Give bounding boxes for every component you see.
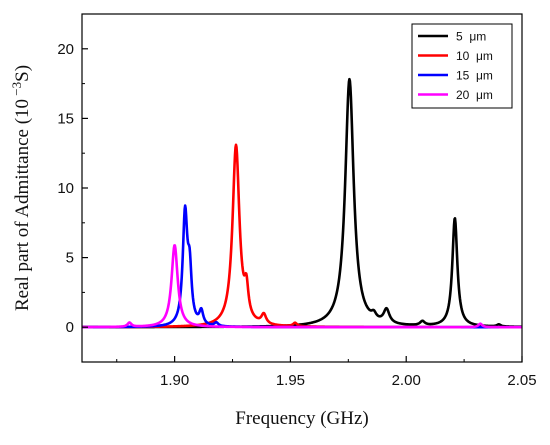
legend-label: 20 μm <box>456 88 493 102</box>
plot-lines <box>81 77 523 329</box>
y-tick-label: 20 <box>57 41 74 58</box>
series-line-4 <box>81 244 523 329</box>
x-axis-label: Frequency (GHz) <box>235 408 368 429</box>
x-tick-label: 2.05 <box>507 372 536 389</box>
x-tick-label: 1.95 <box>276 372 305 389</box>
y-axis-label-exponent: −3 <box>9 82 24 99</box>
y-tick-label: 0 <box>66 319 74 336</box>
y-axis-ticks: 0 5 10 15 20 <box>57 41 88 336</box>
y-axis-label: Real part of Admittance (10 −3S) <box>9 65 34 311</box>
y-tick-label: 5 <box>66 250 74 267</box>
y-tick-label: 15 <box>57 110 74 127</box>
x-tick-label: 1.90 <box>160 372 189 389</box>
legend: 5 μm 10 μm 15 μm 20 μm <box>411 23 513 109</box>
y-axis-label-unit: S) <box>12 65 33 82</box>
y-tick-label: 10 <box>57 180 74 197</box>
legend-box <box>411 23 513 109</box>
y-axis-label-main: Real part of Admittance (10 <box>12 99 33 311</box>
legend-label: 5 μm <box>456 30 486 44</box>
series-line-1 <box>81 77 523 329</box>
x-tick-label: 2.00 <box>392 372 421 389</box>
legend-label: 15 μm <box>456 69 493 83</box>
legend-label: 10 μm <box>456 49 493 63</box>
x-axis-ticks: 1.90 1.95 2.00 2.05 <box>116 356 537 389</box>
